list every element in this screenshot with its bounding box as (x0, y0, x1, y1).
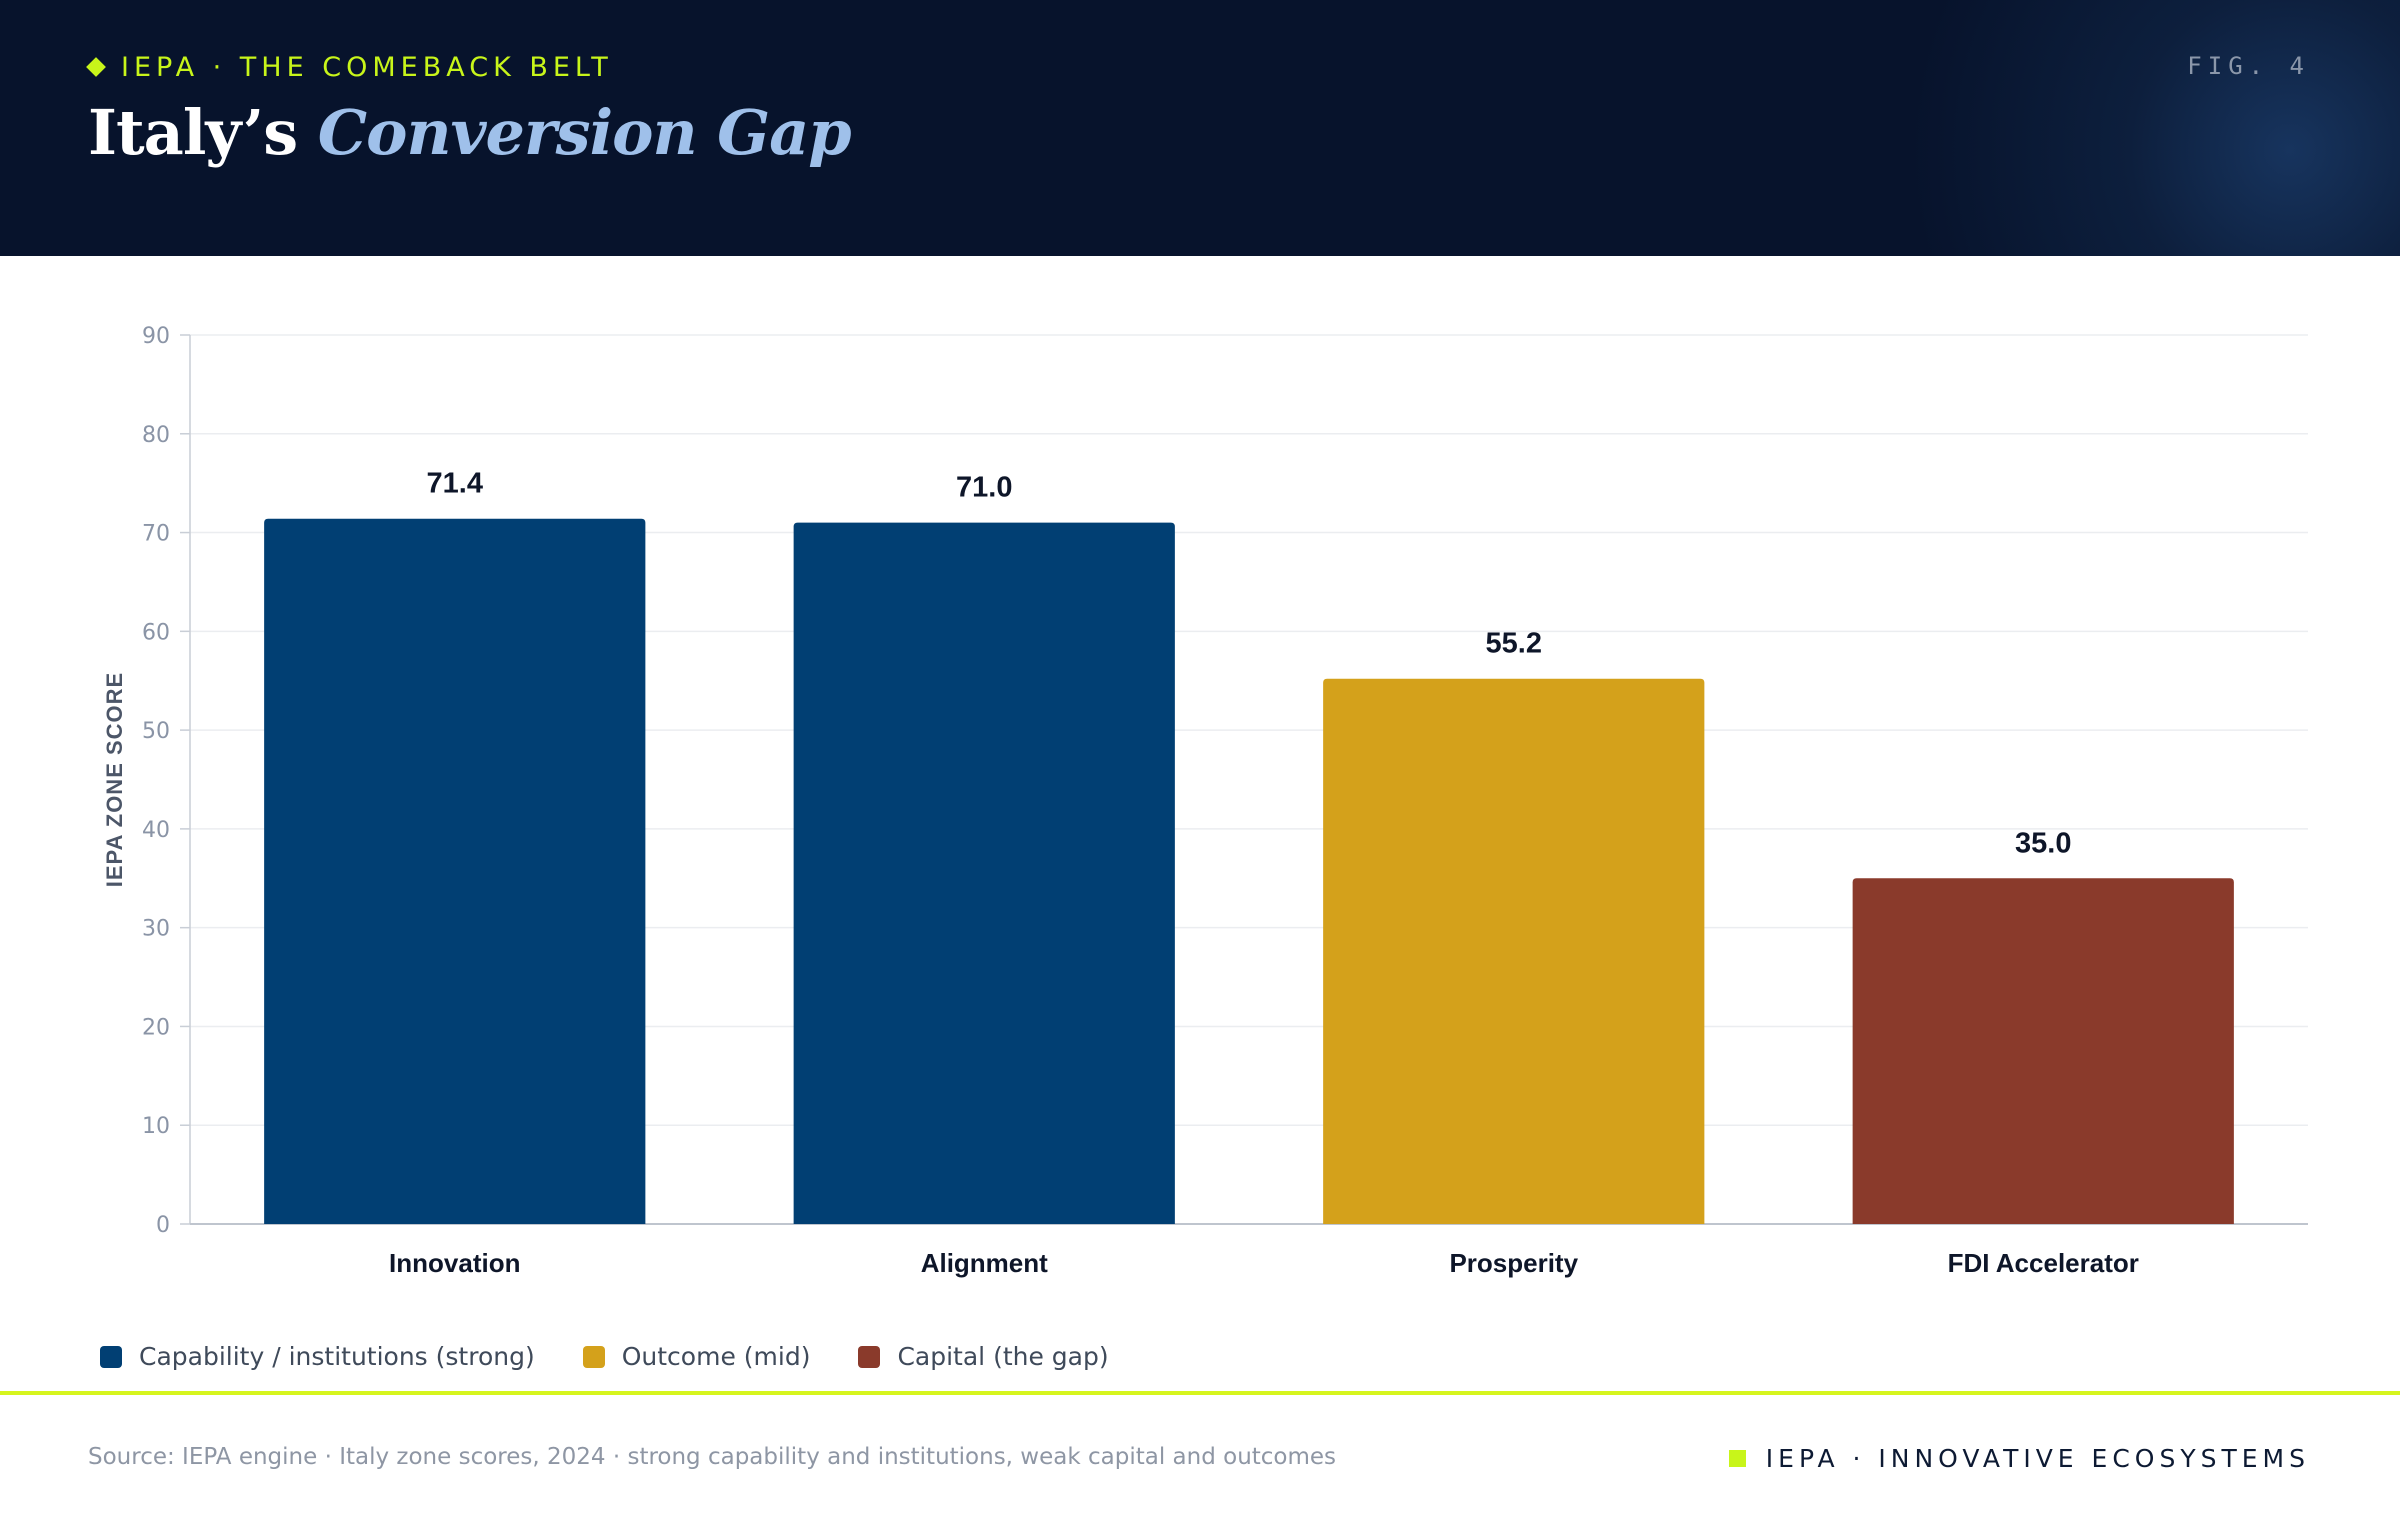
legend-label: Capability / institutions (strong) (139, 1342, 535, 1371)
data-label: 71.4 (427, 468, 483, 500)
legend-item: Capital (the gap) (858, 1342, 1109, 1371)
x-tick-label: Prosperity (1449, 1248, 1578, 1278)
x-tick-label: FDI Accelerator (1948, 1248, 2139, 1278)
legend-swatch (100, 1345, 122, 1368)
brand-mark: IEPA · INNOVATIVE ECOSYSTEMS (1728, 1444, 2310, 1473)
y-tick-label: 30 (142, 917, 170, 942)
data-label: 71.0 (956, 472, 1012, 504)
legend-label: Outcome (mid) (621, 1342, 811, 1371)
brand-text: IEPA · INNOVATIVE ECOSYSTEMS (1765, 1444, 2310, 1473)
legend-swatch (582, 1345, 605, 1368)
y-tick-label: 20 (142, 1015, 170, 1040)
legend-label: Capital (the gap) (897, 1342, 1109, 1371)
source-note: Source: IEPA engine · Italy zone scores,… (88, 1444, 1337, 1470)
x-tick-label: Innovation (389, 1248, 520, 1278)
legend-item: Capability / institutions (strong) (100, 1342, 535, 1371)
chart-legend: Capability / institutions (strong) Outcom… (100, 1342, 1157, 1371)
title-plain: Italy’s (88, 96, 298, 169)
kicker-text: IEPA · THE COMEBACK BELT (121, 51, 613, 83)
y-axis-title: IEPA ZONE SCORE (102, 672, 127, 887)
square-icon (1728, 1450, 1746, 1467)
y-tick-label: 40 (142, 818, 170, 843)
diamond-icon (86, 57, 106, 77)
legend-item: Outcome (mid) (582, 1342, 811, 1371)
bar-fdi-accelerator (1852, 878, 2234, 1224)
figure-label: FIG. 4 (2187, 52, 2310, 80)
x-tick-label: Alignment (921, 1248, 1048, 1278)
bar-alignment (793, 522, 1175, 1224)
bar-prosperity (1323, 678, 1705, 1224)
y-tick-label: 60 (142, 620, 170, 645)
kicker: IEPA · THE COMEBACK BELT (86, 50, 613, 84)
y-tick-label: 80 (142, 423, 170, 448)
footer-divider (0, 1391, 2400, 1395)
y-tick-label: 10 (142, 1114, 170, 1139)
title-accent: Conversion Gap (317, 96, 852, 169)
y-tick-label: 50 (142, 719, 170, 744)
bar-innovation (264, 518, 646, 1224)
bar-chart: 0 10 20 30 40 50 60 70 80 90 IEPA ZONE SCORE 71.4 In… (102, 324, 2308, 1278)
y-tick-label: 0 (156, 1213, 170, 1238)
data-label: 35.0 (2015, 827, 2071, 859)
y-tick-label: 70 (142, 522, 170, 547)
legend-swatch (858, 1345, 881, 1368)
page-title: Italy’s Conversion Gap (88, 96, 852, 169)
header-banner: IEPA · THE COMEBACK BELT FIG. 4 Italy’s … (0, 0, 2400, 256)
y-tick-label: 90 (142, 324, 170, 349)
data-label: 55.2 (1486, 628, 1542, 660)
